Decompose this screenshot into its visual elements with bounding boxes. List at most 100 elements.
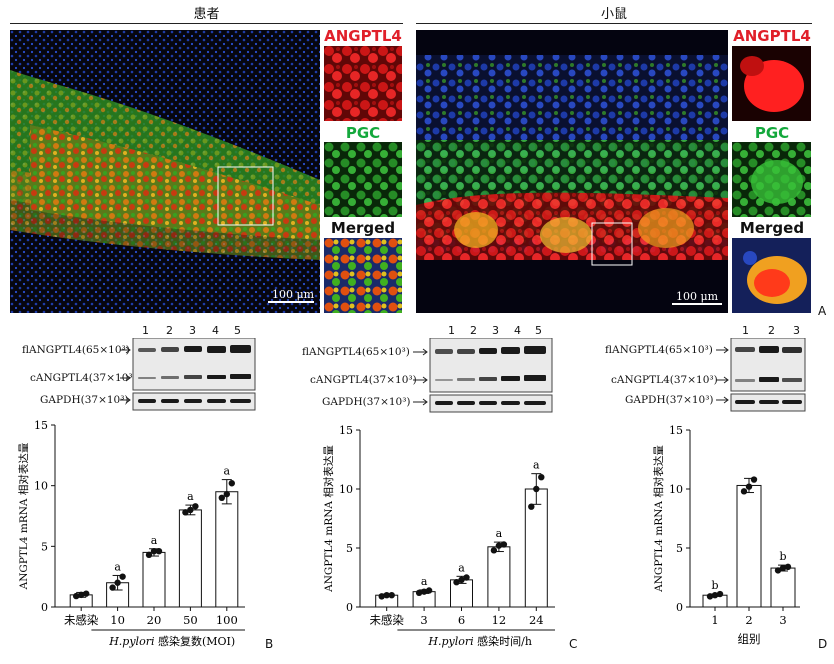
data-point bbox=[490, 547, 498, 554]
blot-b-lane-1: 1 bbox=[142, 324, 149, 337]
mouse-main-image: 100 μm bbox=[416, 30, 728, 313]
patient-pgc-svg bbox=[324, 142, 402, 217]
y-tick-label: 0 bbox=[41, 601, 48, 614]
bar bbox=[215, 491, 239, 608]
patient-pgc-thumb bbox=[324, 142, 402, 217]
data-point bbox=[415, 589, 423, 597]
mouse-angptl4-label: ANGPTL4 bbox=[733, 27, 811, 45]
x-axis-label: H.pylori 感染时间/h bbox=[427, 634, 532, 648]
data-point bbox=[383, 592, 390, 599]
patient-angptl4-thumb bbox=[324, 46, 402, 121]
data-point bbox=[192, 503, 199, 510]
panel-letter-d: D bbox=[818, 637, 828, 651]
data-point bbox=[538, 474, 545, 481]
y-tick-label: 10 bbox=[339, 483, 353, 496]
blot-d-lane-1: 1 bbox=[742, 324, 749, 337]
mouse-merged-thumb bbox=[732, 238, 811, 313]
patient-main-image-svg bbox=[10, 30, 320, 313]
mouse-merged-label: Merged bbox=[739, 219, 805, 237]
blot-b-gapdh-label: GAPDH(37×10³) bbox=[40, 394, 129, 406]
x-tick-label: 100 bbox=[216, 613, 238, 627]
blot-c-gapdh-label: GAPDH(37×10³) bbox=[322, 396, 411, 408]
mouse-scale-text: 100 μm bbox=[676, 290, 719, 303]
blot-c-lane-4: 4 bbox=[514, 324, 521, 337]
x-tick-label: 3 bbox=[779, 613, 786, 627]
y-tick-label: 10 bbox=[34, 480, 48, 493]
panel-letter-b: B bbox=[265, 637, 274, 651]
x-tick-label: 10 bbox=[110, 613, 125, 627]
x-tick-label: 20 bbox=[147, 613, 162, 627]
data-point bbox=[378, 593, 385, 600]
blot-b-c-label: cANGPTL4(37×10³) bbox=[30, 372, 137, 384]
y-tick-label: 10 bbox=[669, 483, 683, 496]
y-tick-label: 5 bbox=[676, 542, 683, 555]
blot-c-fl-label: flANGPTL4(65×10³) bbox=[302, 346, 410, 358]
x-tick-label: 2 bbox=[745, 613, 752, 627]
blot-d-lane-2: 2 bbox=[768, 324, 775, 337]
patient-main-image: 100 μm bbox=[10, 30, 320, 313]
x-tick-label: 12 bbox=[492, 613, 507, 627]
patient-merged-label: Merged bbox=[330, 219, 396, 237]
x-tick-label: 50 bbox=[183, 613, 198, 627]
blot-b-lane-2: 2 bbox=[166, 324, 173, 337]
data-point bbox=[745, 483, 753, 490]
mouse-main-image-svg bbox=[416, 30, 728, 313]
patient-angptl4-label: ANGPTL4 bbox=[324, 27, 402, 45]
y-tick-label: 15 bbox=[669, 424, 683, 437]
blot-d-gapdh-label: GAPDH(37×10³) bbox=[625, 394, 714, 406]
data-point bbox=[150, 547, 158, 555]
x-axis-label: 组别 bbox=[738, 632, 761, 646]
bar bbox=[770, 567, 796, 608]
bar bbox=[736, 484, 762, 608]
data-point bbox=[145, 551, 153, 559]
blot-c-lane-5: 5 bbox=[535, 324, 542, 337]
y-axis-label: ANGPTL4 mRNA 相对表达量 bbox=[17, 442, 30, 590]
mouse-merged-svg bbox=[732, 238, 811, 313]
significance-label: a bbox=[224, 465, 231, 478]
data-point bbox=[706, 593, 714, 600]
blot-d-lane-3: 3 bbox=[793, 324, 800, 337]
data-point bbox=[750, 476, 758, 483]
data-point bbox=[453, 579, 460, 586]
x-tick-label: 未感染 bbox=[64, 613, 99, 627]
data-point bbox=[388, 592, 395, 599]
x-tick-label: 1 bbox=[711, 613, 718, 627]
blot-d-fl-label: flANGPTL4(65×10³) bbox=[605, 344, 713, 356]
blot-c-c-label: cANGPTL4(37×10³) bbox=[310, 374, 417, 386]
y-tick-label: 0 bbox=[676, 601, 683, 614]
significance-label: a bbox=[114, 560, 121, 573]
significance-label: a bbox=[496, 527, 503, 540]
blot-d-svg bbox=[716, 338, 806, 412]
blot-c-lane-2: 2 bbox=[470, 324, 477, 337]
data-point bbox=[784, 563, 792, 571]
data-point bbox=[83, 590, 90, 597]
data-point bbox=[223, 490, 230, 498]
y-tick-label: 5 bbox=[41, 540, 48, 553]
y-tick-label: 15 bbox=[339, 424, 353, 437]
significance-label: a bbox=[421, 575, 428, 588]
x-tick-label: 24 bbox=[529, 613, 544, 627]
blot-b-fl-label: flANGPTL4(65×10³) bbox=[22, 344, 130, 356]
data-point bbox=[155, 547, 163, 555]
significance-label: a bbox=[151, 534, 158, 547]
significance-label: b bbox=[711, 579, 718, 592]
data-point bbox=[218, 494, 225, 501]
patient-merged-svg bbox=[324, 238, 402, 313]
data-point bbox=[73, 592, 80, 600]
x-tick-label: 3 bbox=[420, 613, 427, 627]
data-point bbox=[495, 542, 503, 549]
significance-label: a bbox=[533, 459, 540, 472]
data-point bbox=[463, 574, 470, 581]
patient-angptl4-svg bbox=[324, 46, 402, 121]
data-point bbox=[711, 592, 719, 599]
y-axis-label: ANGPTL4 mRNA 相对表达量 bbox=[322, 445, 335, 593]
data-point bbox=[119, 573, 126, 580]
patient-scale-bar bbox=[268, 301, 314, 303]
data-point bbox=[458, 576, 465, 584]
patient-merged-thumb bbox=[324, 238, 402, 313]
header-rule-mouse bbox=[416, 23, 812, 24]
patient-scale-text: 100 μm bbox=[272, 288, 315, 301]
data-point bbox=[425, 587, 433, 594]
